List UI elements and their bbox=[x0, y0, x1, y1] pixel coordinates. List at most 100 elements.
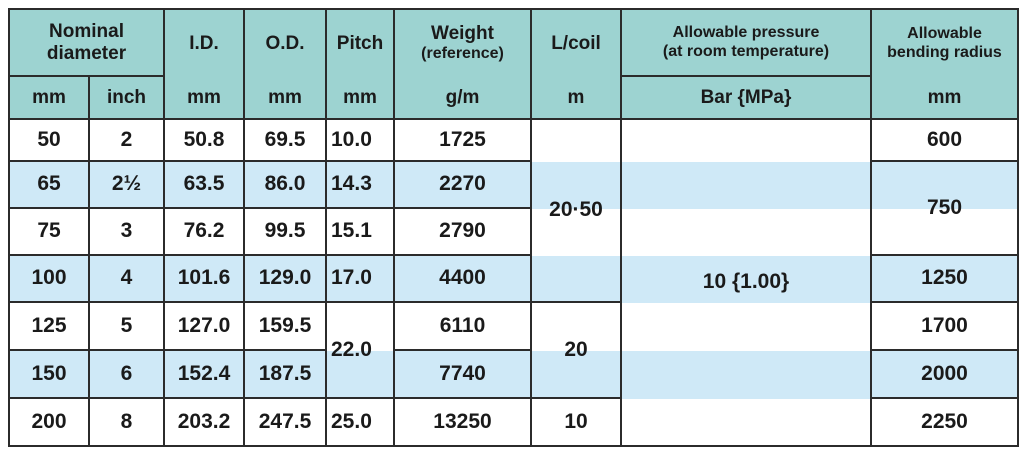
unit-cell-text: Bar {MPa} bbox=[700, 86, 792, 108]
unit-cell-text: m bbox=[567, 86, 585, 108]
header-cell: Pitch bbox=[327, 10, 395, 77]
data-cell: 25.0 bbox=[327, 399, 395, 447]
data-cell: 127.0 bbox=[165, 303, 245, 351]
row-stripe bbox=[10, 256, 1019, 303]
data-cell: 50.8 bbox=[165, 120, 245, 162]
data-cell-text: 3 bbox=[120, 219, 133, 243]
unit-cell: Bar {MPa} bbox=[622, 77, 872, 120]
unit-cell-text: mm bbox=[343, 86, 377, 108]
data-cell-text: 65 bbox=[37, 172, 61, 196]
data-cell-text: 159.5 bbox=[258, 313, 312, 337]
data-cell: 8 bbox=[90, 399, 165, 447]
unit-cell: inch bbox=[90, 77, 165, 120]
unit-cell-text: mm bbox=[32, 86, 66, 108]
data-cell: 10 {1.00} bbox=[622, 120, 872, 447]
data-cell: 20·50 bbox=[532, 120, 622, 303]
header-text: L/coil bbox=[551, 32, 601, 54]
data-cell: 76.2 bbox=[165, 209, 245, 256]
data-cell: 7740 bbox=[395, 351, 532, 399]
data-cell-text: 203.2 bbox=[177, 409, 231, 433]
unit-cell: mm bbox=[10, 77, 90, 120]
data-cell-text: 15.1 bbox=[331, 219, 372, 243]
unit-cell: mm bbox=[165, 77, 245, 120]
header-cell: Weight (reference) bbox=[395, 10, 532, 77]
data-cell: 150 bbox=[10, 351, 90, 399]
data-cell-text: 1700 bbox=[921, 313, 968, 337]
data-cell-text: 25.0 bbox=[331, 409, 372, 433]
data-cell-text: 86.0 bbox=[264, 172, 306, 196]
data-cell: 65 bbox=[10, 162, 90, 209]
data-cell-text: 750 bbox=[926, 195, 963, 219]
data-cell: 2½ bbox=[90, 162, 165, 209]
data-cell: 10.0 bbox=[327, 120, 395, 162]
unit-cell: m bbox=[532, 77, 622, 120]
header-cell: I.D. bbox=[165, 10, 245, 77]
data-cell-text: 247.5 bbox=[258, 409, 312, 433]
data-cell: 247.5 bbox=[245, 399, 327, 447]
data-cell: 2 bbox=[90, 120, 165, 162]
data-cell-text: 152.4 bbox=[177, 361, 231, 385]
unit-cell-text: mm bbox=[927, 86, 962, 108]
data-cell-text: 4 bbox=[120, 266, 133, 290]
header-cell: Nominal diameter bbox=[10, 10, 165, 77]
data-cell: 63.5 bbox=[165, 162, 245, 209]
unit-cell: mm bbox=[245, 77, 327, 120]
data-cell-text: 63.5 bbox=[183, 172, 225, 196]
data-cell: 187.5 bbox=[245, 351, 327, 399]
data-cell-text: 17.0 bbox=[331, 266, 372, 290]
data-cell-text: 6110 bbox=[439, 313, 486, 337]
data-cell-text: 13250 bbox=[433, 409, 492, 433]
data-cell-text: 6 bbox=[120, 361, 133, 385]
data-cell-text: 2790 bbox=[439, 219, 486, 243]
unit-cell-text: inch bbox=[106, 86, 147, 108]
data-cell-text: 22.0 bbox=[331, 337, 372, 361]
data-cell: 5 bbox=[90, 303, 165, 351]
data-cell: 200 bbox=[10, 399, 90, 447]
data-cell-text: 1250 bbox=[921, 266, 968, 290]
data-cell-text: 600 bbox=[926, 127, 963, 151]
data-cell-text: 76.2 bbox=[183, 219, 225, 243]
data-cell-text: 7740 bbox=[439, 361, 486, 385]
data-cell-text: 99.5 bbox=[264, 219, 306, 243]
header-cell: L/coil bbox=[532, 10, 622, 77]
data-cell: 2790 bbox=[395, 209, 532, 256]
header-subtext: (at room temperature) bbox=[662, 42, 830, 60]
data-cell-text: 200 bbox=[31, 409, 67, 433]
spec-table: Nominal diameter I.D. O.D. Pitch Weight (r… bbox=[8, 8, 1019, 447]
unit-cell: mm bbox=[872, 77, 1019, 120]
unit-cell-text: g/m bbox=[445, 86, 480, 108]
data-cell-text: 14.3 bbox=[331, 172, 372, 196]
header-cell: Allowable pressure (at room temperature) bbox=[622, 10, 872, 77]
data-cell-text: 150 bbox=[31, 361, 67, 385]
data-cell: 2000 bbox=[872, 351, 1019, 399]
data-cell-text: 5 bbox=[120, 313, 133, 337]
data-cell: 75 bbox=[10, 209, 90, 256]
header-text: bending radius bbox=[887, 43, 1002, 61]
data-cell: 50 bbox=[10, 120, 90, 162]
data-cell-text: 10.0 bbox=[331, 127, 372, 151]
data-cell: 129.0 bbox=[245, 256, 327, 303]
data-cell: 86.0 bbox=[245, 162, 327, 209]
data-cell-text: 129.0 bbox=[258, 266, 312, 290]
unit-cell: mm bbox=[327, 77, 395, 120]
data-cell-text: 4400 bbox=[439, 266, 486, 290]
data-cell-text: 2250 bbox=[921, 409, 968, 433]
data-cell: 101.6 bbox=[165, 256, 245, 303]
data-cell-text: 187.5 bbox=[258, 361, 312, 385]
data-cell: 14.3 bbox=[327, 162, 395, 209]
unit-cell-text: mm bbox=[187, 86, 221, 108]
data-cell: 159.5 bbox=[245, 303, 327, 351]
data-cell-text: 75 bbox=[37, 219, 61, 243]
data-cell-text: 2000 bbox=[921, 361, 968, 385]
row-stripe bbox=[10, 162, 1019, 209]
data-cell: 4400 bbox=[395, 256, 532, 303]
data-cell: 125 bbox=[10, 303, 90, 351]
data-cell-text: 50.8 bbox=[183, 127, 225, 151]
data-cell-text: 8 bbox=[120, 409, 133, 433]
data-cell: 10 bbox=[532, 399, 622, 447]
data-cell-text: 125 bbox=[31, 313, 67, 337]
data-cell-text: 10 {1.00} bbox=[702, 270, 790, 294]
data-cell: 152.4 bbox=[165, 351, 245, 399]
data-cell-text: 127.0 bbox=[177, 313, 231, 337]
